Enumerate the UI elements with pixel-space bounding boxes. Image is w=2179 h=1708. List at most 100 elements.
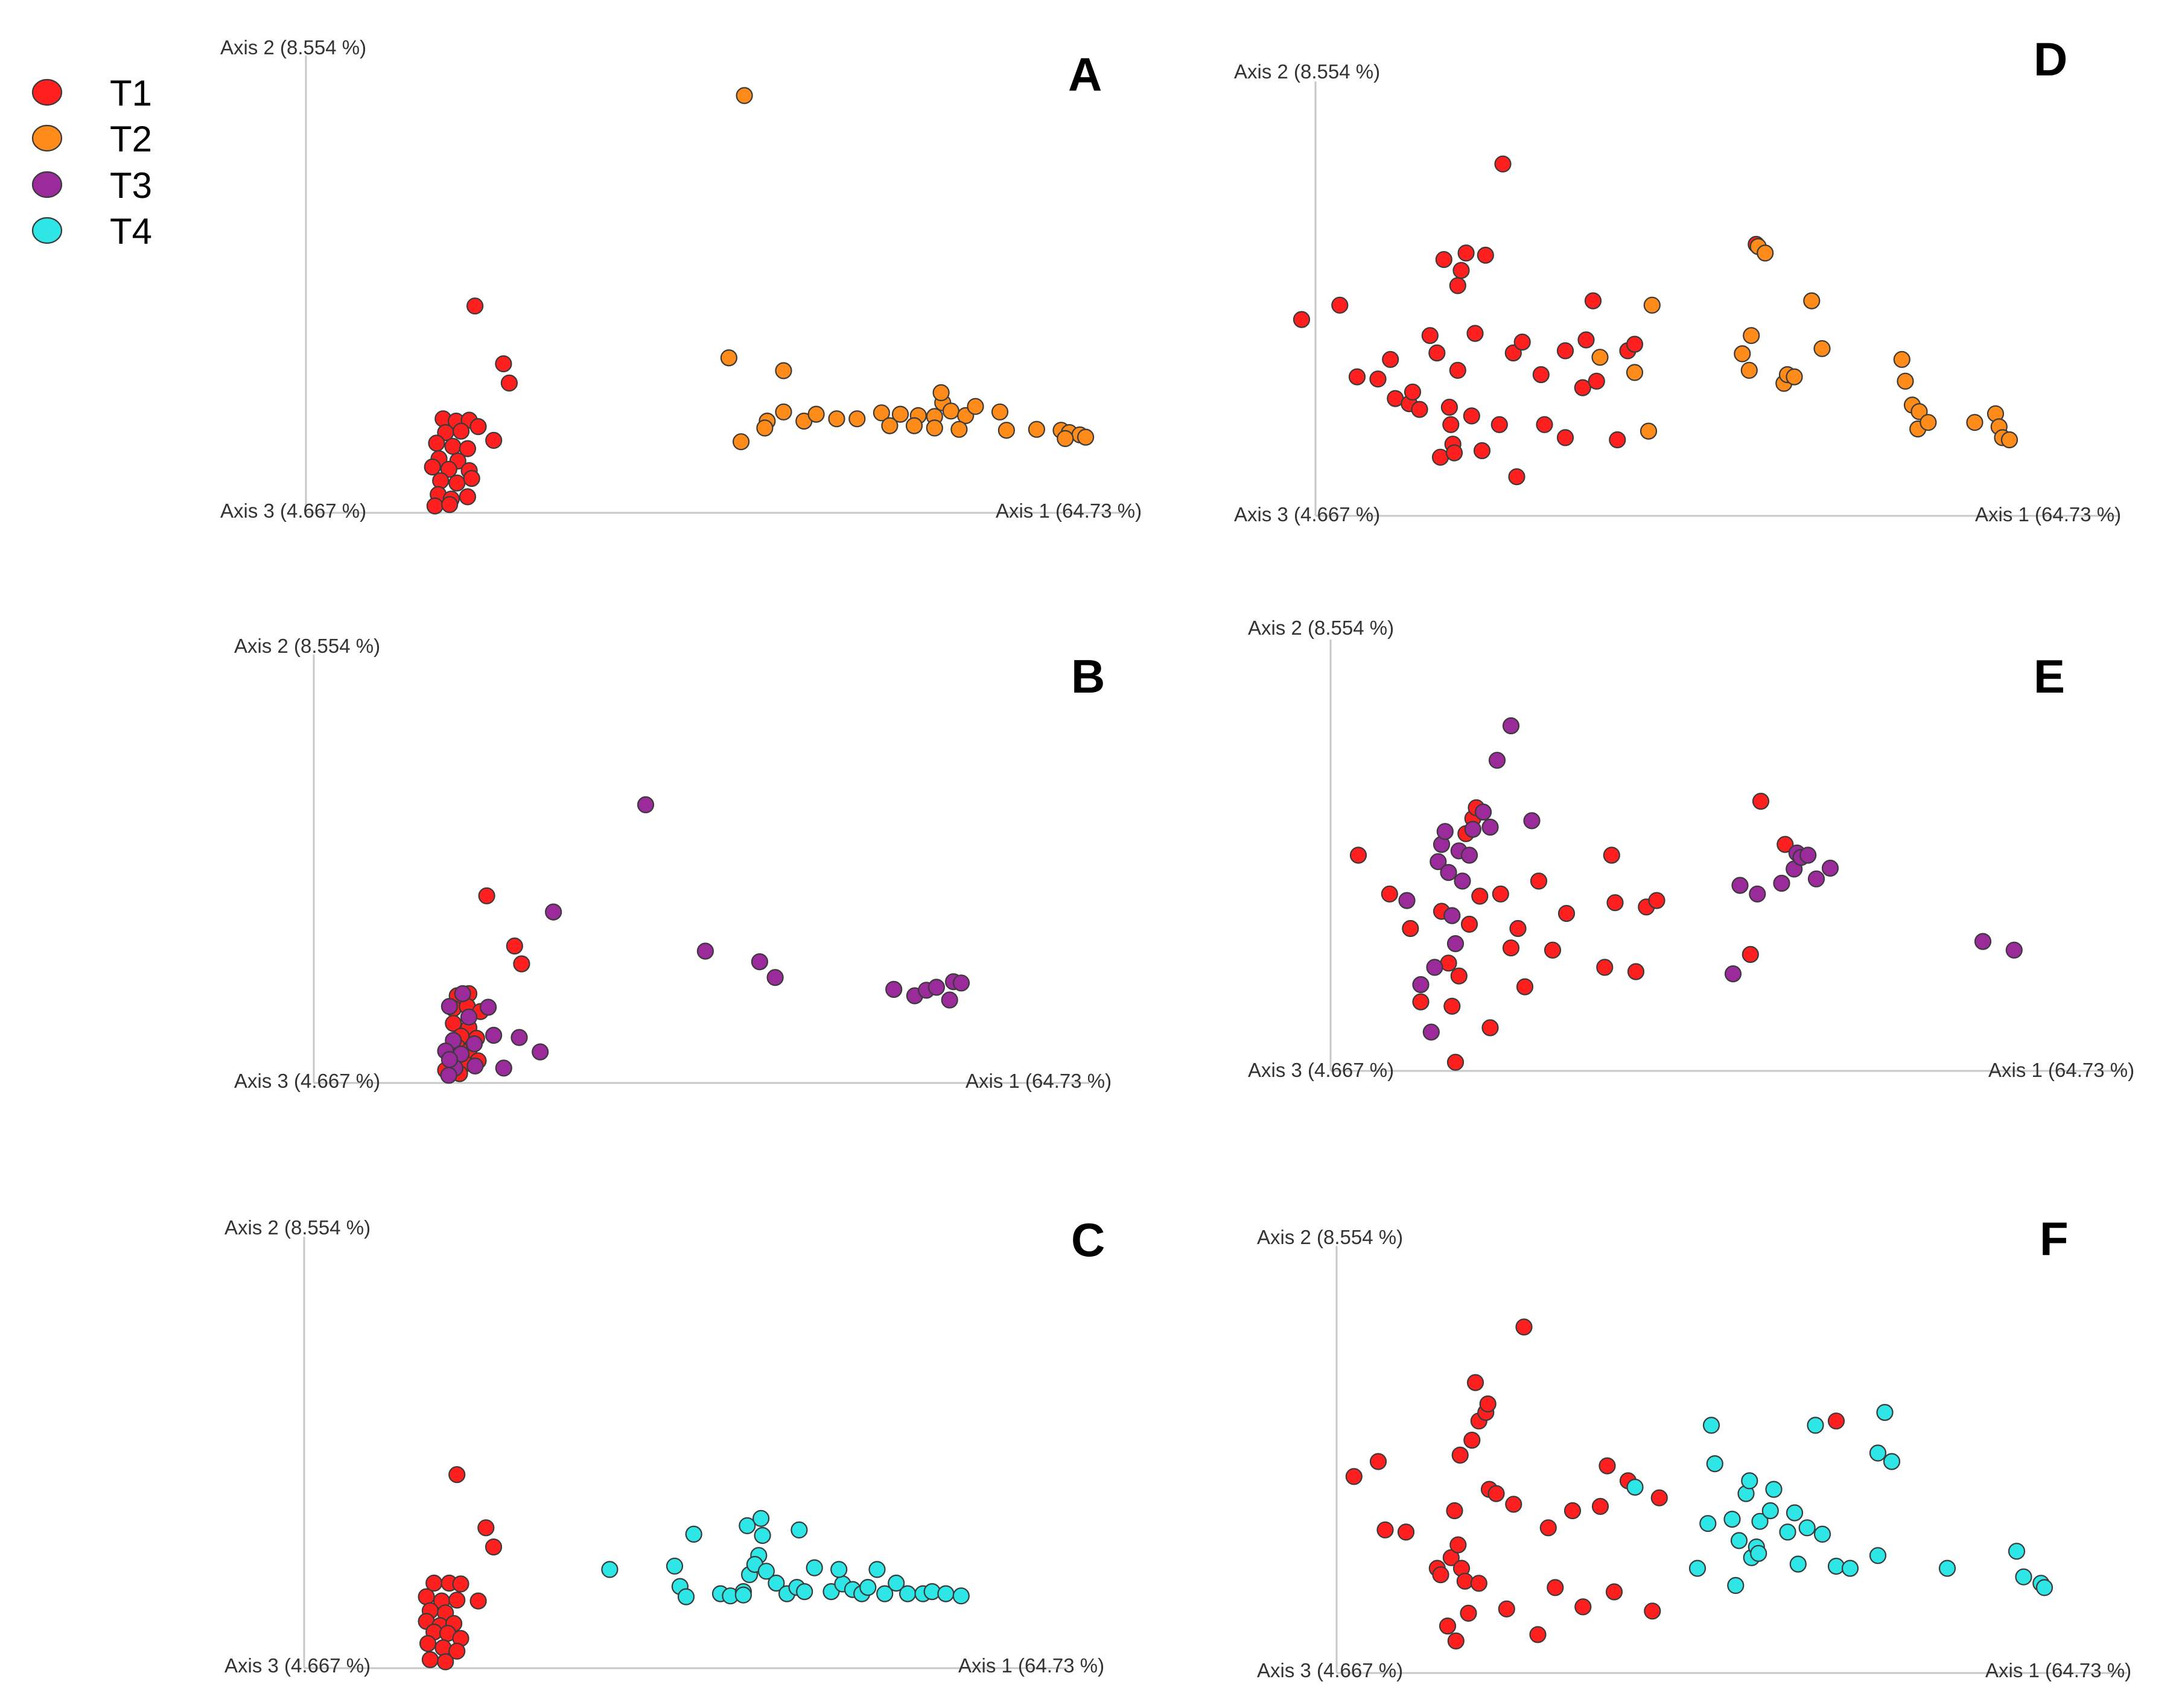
point-t3 [465, 1035, 483, 1053]
point-t2 [807, 405, 825, 423]
point-t4 [1727, 1576, 1745, 1594]
point-t1 [1293, 311, 1311, 328]
point-t4 [1807, 1417, 1824, 1434]
horizontal-axis-label: Axis 1 (64.73 %) [965, 1070, 1112, 1092]
point-t2 [932, 384, 950, 402]
point-t3 [1773, 874, 1790, 892]
legend-marker-t2 [31, 124, 63, 152]
point-t1 [1412, 993, 1430, 1011]
point-t1 [506, 937, 523, 955]
point-t4 [1761, 1502, 1779, 1520]
point-t1 [437, 1653, 454, 1671]
point-t4 [1723, 1511, 1741, 1528]
point-t3 [1440, 863, 1457, 881]
point-t2 [1910, 403, 1928, 421]
point-t1 [1487, 1485, 1505, 1502]
point-t4 [1706, 1455, 1723, 1473]
point-t1 [1504, 344, 1522, 362]
vertical-axis-label: Axis 2 (8.554 %) [1234, 60, 1380, 83]
point-t1 [1626, 335, 1644, 353]
point-t1 [1435, 251, 1452, 268]
point-t1 [445, 1015, 462, 1032]
point-t4 [752, 1510, 770, 1527]
point-t2 [1740, 361, 1758, 379]
point-t3 [1974, 933, 1992, 950]
point-t3 [1799, 846, 1817, 864]
origin-axis-label: Axis 3 (4.667 %) [234, 1070, 380, 1092]
point-t3 [485, 1026, 503, 1044]
point-t3 [1430, 853, 1447, 871]
point-t1 [432, 472, 450, 489]
point-t3 [441, 997, 459, 1015]
origin-axis-label: Axis 3 (4.667 %) [1234, 503, 1380, 525]
point-t2 [848, 410, 866, 428]
panel-a: Axis 2 (8.554 %) Axis 3 (4.667 %) Axis 1… [220, 36, 1142, 522]
point-t1 [1479, 1395, 1497, 1413]
point-t3 [1436, 823, 1454, 840]
point-t1 [1457, 244, 1475, 262]
point-t2 [1077, 428, 1095, 446]
point-t1 [1381, 885, 1398, 903]
point-t1 [1382, 351, 1399, 368]
point-t4 [806, 1559, 823, 1576]
point-t2 [905, 417, 923, 434]
point-t1 [1515, 1318, 1533, 1336]
point-t1 [1442, 416, 1460, 433]
scatter-points [1293, 155, 2018, 486]
point-t1 [466, 297, 484, 315]
point-t1 [1650, 1489, 1668, 1506]
horizontal-axis-label: Axis 1 (64.73 %) [958, 1654, 1104, 1677]
point-t1 [1752, 792, 1770, 810]
point-t1 [1376, 1521, 1394, 1538]
point-t2 [1893, 351, 1910, 368]
point-t2 [942, 402, 960, 420]
point-t2 [732, 433, 750, 451]
point-t1 [1532, 366, 1550, 384]
point-t1 [424, 458, 441, 476]
point-t2 [1643, 296, 1661, 314]
point-t3 [1481, 818, 1499, 836]
point-t2 [891, 405, 909, 423]
point-t4 [1626, 1478, 1644, 1496]
point-t1 [485, 1538, 503, 1556]
point-t1 [1463, 407, 1480, 425]
point-t2 [1897, 372, 1914, 390]
point-t4 [876, 1585, 894, 1602]
point-t1 [1596, 959, 1614, 976]
point-t4 [1883, 1453, 1901, 1470]
point-t2 [997, 422, 1016, 439]
point-t2 [1966, 414, 1983, 431]
point-t1 [1516, 978, 1534, 995]
point-t1 [469, 1592, 487, 1610]
point-t1 [1428, 344, 1446, 362]
point-t1 [463, 469, 480, 487]
point-t4 [768, 1574, 785, 1592]
point-t1 [1349, 846, 1367, 864]
point-t1 [1471, 887, 1489, 905]
point-t1 [1477, 246, 1494, 264]
origin-axis-label: Axis 3 (4.667 %) [1257, 1659, 1403, 1681]
point-t1 [459, 488, 477, 506]
horizontal-axis-label: Axis 1 (64.73 %) [1975, 503, 2121, 525]
point-t1 [1539, 1519, 1557, 1537]
point-t3 [1446, 935, 1465, 953]
point-t4 [952, 1587, 970, 1605]
point-t1 [452, 1575, 469, 1593]
point-t3 [952, 974, 970, 992]
point-t1 [448, 1592, 466, 1609]
point-t4 [2015, 1568, 2032, 1586]
point-t3 [1454, 872, 1471, 890]
point-t1 [1574, 1598, 1592, 1616]
point-t1 [1605, 1583, 1623, 1601]
vertical-axis-label: Axis 2 (8.554 %) [224, 1216, 371, 1239]
panel-letter: B [1071, 650, 1105, 703]
point-t1 [448, 1642, 466, 1660]
point-t1 [495, 355, 512, 373]
point-t4 [754, 1526, 771, 1545]
legend-marker-t4 [31, 217, 63, 244]
point-t1 [1544, 941, 1562, 959]
point-t4 [859, 1579, 877, 1596]
point-t1 [1456, 1572, 1474, 1590]
point-t1 [452, 422, 470, 440]
point-t1 [444, 437, 462, 455]
